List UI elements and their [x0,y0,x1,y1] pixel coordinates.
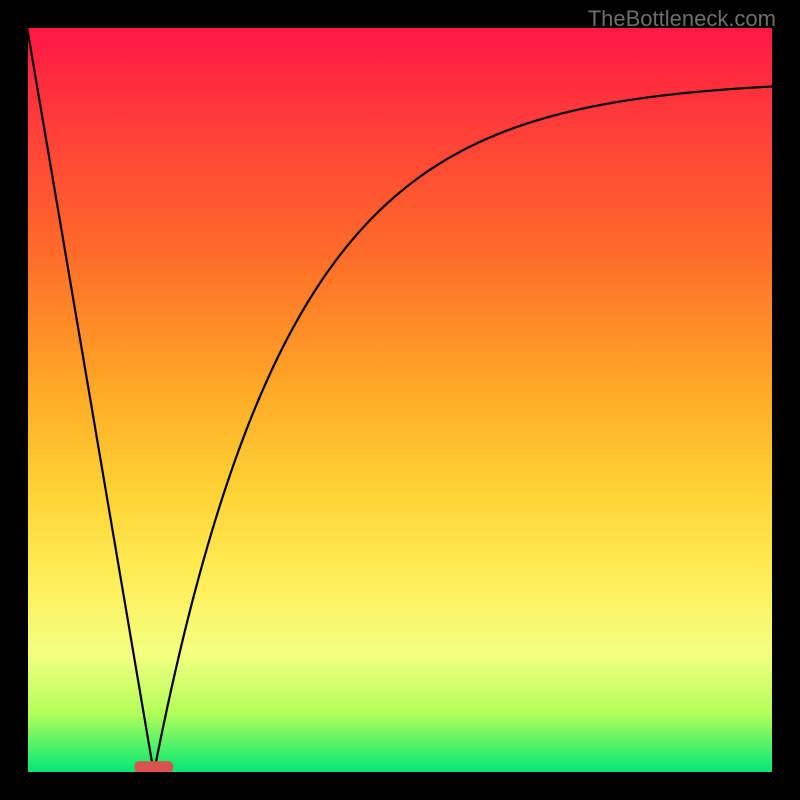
optimal-point-marker [134,761,173,773]
chart-container: TheBottleneck.com [0,0,800,800]
chart-svg [0,0,800,800]
plot-background-gradient [27,27,773,773]
watermark-text: TheBottleneck.com [588,6,776,32]
